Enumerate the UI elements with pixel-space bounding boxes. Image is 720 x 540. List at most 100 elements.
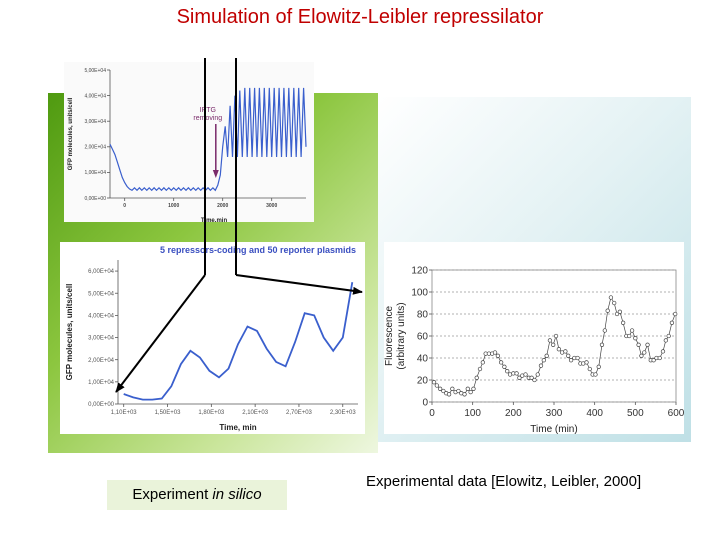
series-line — [123, 282, 354, 401]
y-tick-label: 80 — [417, 310, 429, 321]
y-tick-label: 1,00E+04 — [88, 380, 115, 386]
data-point — [492, 350, 498, 355]
y-tick-label: 2,00E+04 — [84, 145, 106, 151]
x-tick-label: 2000 — [217, 203, 228, 209]
data-point — [505, 369, 510, 374]
x-tick-label: 0 — [429, 408, 435, 419]
x-tick-label: 200 — [505, 408, 522, 419]
x-axis-label: Time,min — [201, 218, 228, 222]
chart-title: 5 repressors-coding and 50 reporter plas… — [160, 245, 356, 255]
caption-in-silico: Experiment in silico — [107, 480, 287, 510]
data-point — [450, 386, 455, 391]
y-tick-label: 4,00E+04 — [88, 313, 115, 319]
y-tick-label: 5,00E+04 — [88, 291, 115, 297]
y-axis-label: GFP molecules, units/cell — [68, 97, 74, 170]
experimental-chart: 0 20 40 60 80 100 120 0 100 200 300 400 500 600 Time (… — [384, 266, 685, 436]
x-tick-label: 100 — [464, 408, 481, 419]
data-point — [441, 388, 446, 394]
data-point — [446, 392, 452, 397]
bottom-left-simulation-panel: 0,00E+00 1,00E+04 2,00E+04 3,00E+04 4,00E+04… — [60, 242, 365, 434]
x-tick-label: 2,70E+03 — [286, 410, 313, 416]
data-point — [599, 342, 605, 347]
x-tick-label: 1,10E+03 — [111, 410, 138, 416]
y-tick-label: 0,00E+00 — [88, 402, 115, 408]
data-point — [541, 358, 546, 363]
data-point — [629, 328, 635, 333]
y-axis-label-line2: (arbitrary units) — [396, 302, 407, 369]
data-point — [584, 360, 589, 365]
data-point — [514, 371, 519, 376]
data-point — [544, 353, 549, 358]
top-simulation-panel: 0,00E+00 1,00E+04 2,00E+04 3,00E+04 4,00E+04… — [64, 62, 314, 224]
data-point — [642, 350, 647, 355]
data-point — [636, 342, 641, 347]
connector-arrow-left — [115, 274, 206, 393]
x-tick-label: 500 — [627, 408, 644, 419]
data-point — [517, 375, 522, 380]
data-point — [437, 386, 443, 391]
data-point — [465, 386, 470, 391]
data-point — [612, 300, 617, 306]
data-point — [498, 360, 504, 365]
data-point — [480, 360, 485, 365]
data-point — [468, 389, 473, 395]
data-point — [660, 349, 666, 354]
x-tick-label: 1000 — [168, 203, 179, 209]
caption-in-silico-text: Experiment — [132, 486, 213, 503]
x-axis-label: Time, min — [219, 423, 256, 432]
y-tick-label: 5,00E+04 — [84, 68, 106, 74]
data-point — [666, 333, 671, 339]
data-point — [434, 383, 440, 388]
data-point — [538, 363, 544, 368]
y-tick-label: 40 — [417, 354, 429, 365]
y-tick-label: 120 — [411, 266, 428, 277]
data-point — [575, 355, 580, 361]
data-point — [669, 320, 675, 325]
data-point — [605, 308, 610, 313]
data-point — [563, 349, 568, 354]
data-point — [617, 309, 623, 314]
y-tick-label: 3,00E+04 — [84, 119, 106, 125]
data-point — [620, 320, 626, 325]
data-point — [547, 338, 553, 343]
y-tick-label: 0,00E+00 — [84, 196, 106, 202]
data-point — [639, 353, 644, 358]
data-point — [614, 311, 620, 317]
data-point — [551, 342, 556, 347]
data-point — [645, 342, 650, 347]
data-point — [456, 388, 461, 394]
bottom-left-simulation-chart: 0,00E+00 1,00E+04 2,00E+04 3,00E+04 4,00E+04… — [65, 245, 358, 432]
data-point — [663, 338, 668, 343]
y-tick-label: 4,00E+04 — [84, 93, 106, 99]
page-title: Simulation of Elowitz-Leibler repressila… — [176, 6, 544, 28]
data-point — [627, 333, 632, 339]
data-point — [474, 375, 479, 380]
x-tick-label: 3000 — [266, 203, 277, 209]
annotation-arrow-head — [212, 170, 219, 178]
data-point — [553, 333, 559, 339]
data-point — [587, 366, 592, 372]
data-point — [431, 380, 437, 385]
y-tick-label: 20 — [417, 376, 429, 387]
y-tick-label: 60 — [417, 332, 429, 343]
series-line — [109, 87, 307, 192]
data-point — [657, 355, 662, 361]
caption-experimental: Experimental data [Elowitz, Leibler, 200… — [366, 473, 642, 490]
y-axis-label: GFP molecules, units/cell — [65, 284, 74, 381]
annotation-line1: IPTG — [200, 107, 216, 114]
x-tick-label: 600 — [668, 408, 684, 419]
y-axis-label-line1: Fluorescence — [384, 306, 395, 366]
x-tick-label: 300 — [546, 408, 563, 419]
data-point — [477, 366, 483, 372]
data-point — [633, 336, 638, 341]
x-tick-label: 2,30E+03 — [330, 410, 357, 416]
data-point — [523, 372, 528, 377]
data-point — [471, 386, 476, 391]
data-point — [462, 392, 467, 397]
data-point — [495, 353, 501, 358]
data-point — [651, 358, 656, 363]
x-axis-label: Time (min) — [530, 424, 577, 434]
data-point — [673, 311, 678, 317]
data-point — [529, 375, 534, 380]
data-point — [556, 347, 562, 352]
